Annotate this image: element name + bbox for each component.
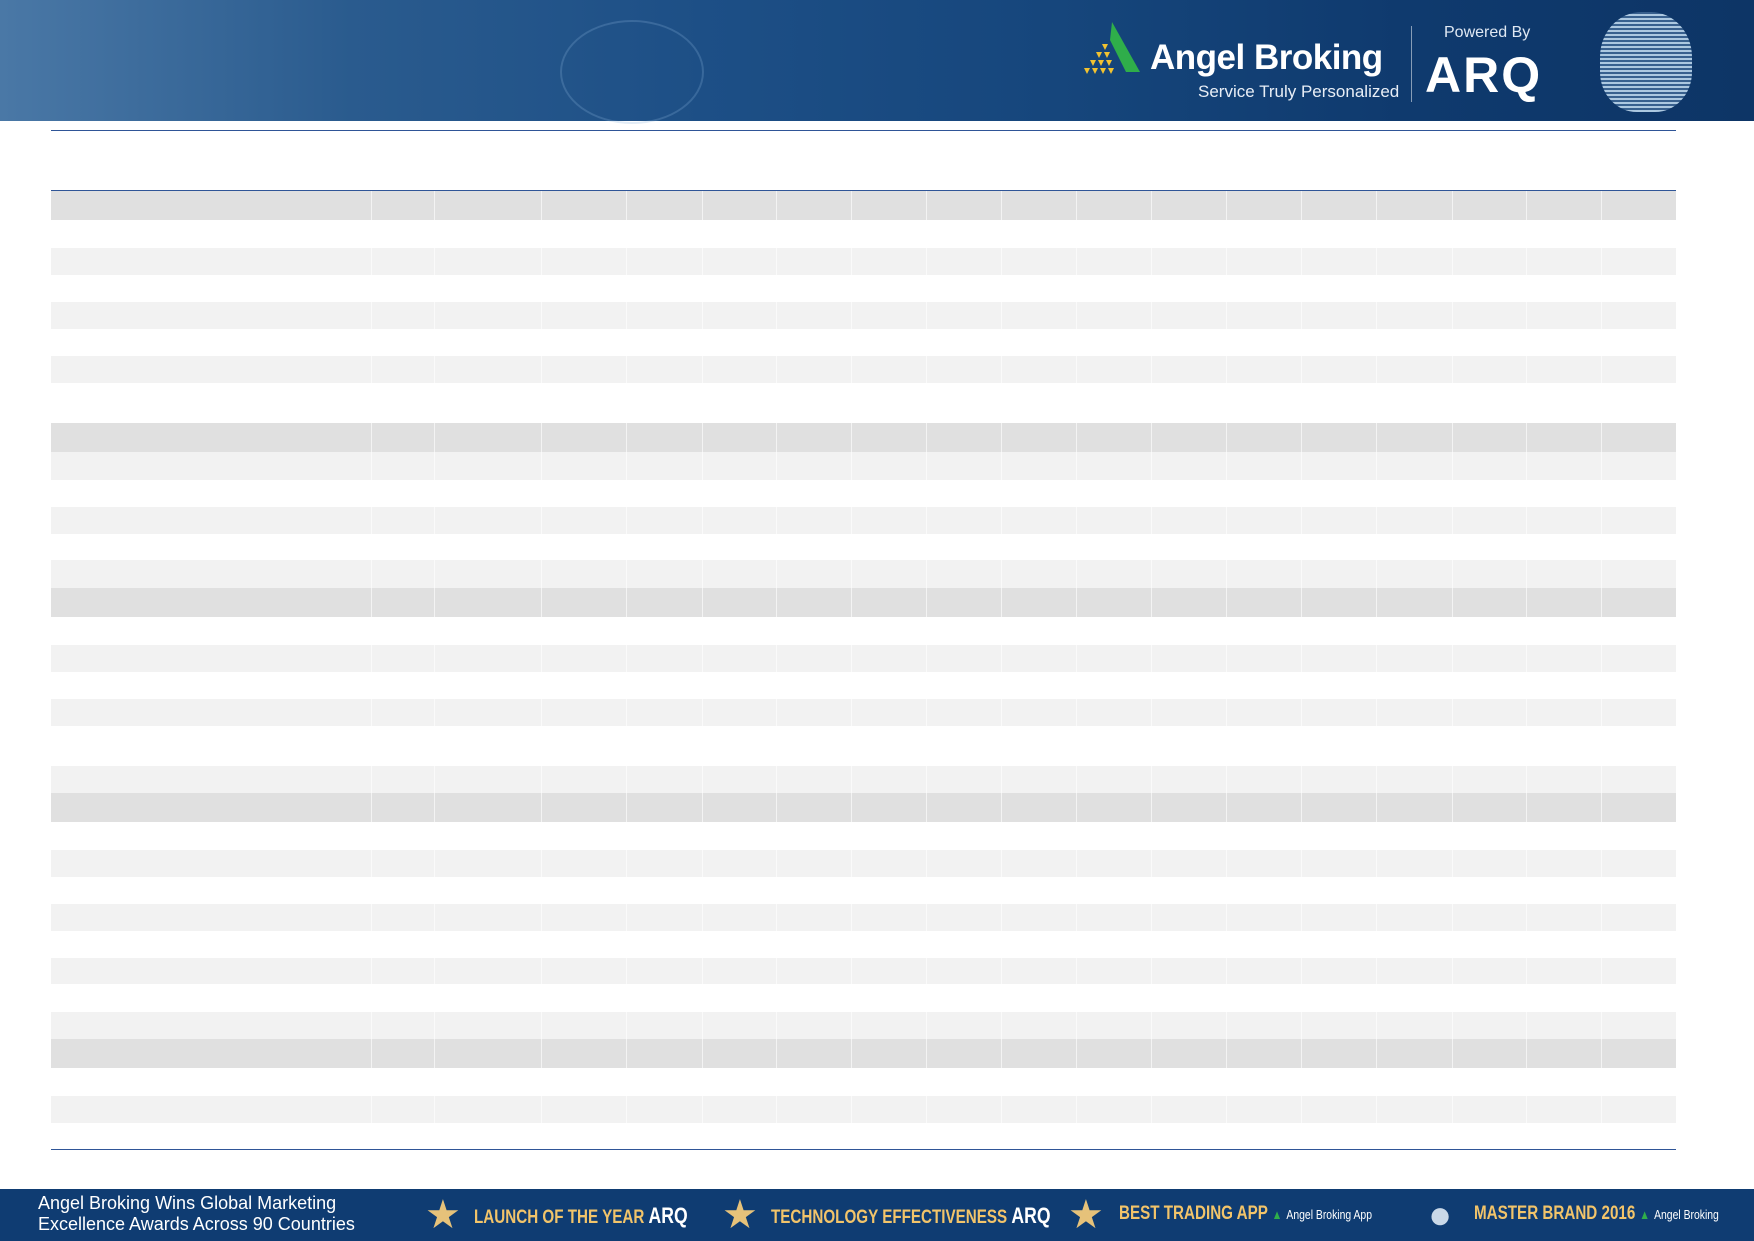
table-section-header-row [51, 588, 1676, 617]
award-brand: ARQ [648, 1203, 688, 1228]
table-section-header-row [51, 1039, 1676, 1068]
digital-head-image [1600, 12, 1692, 112]
table-row [51, 248, 1676, 275]
table-row [51, 1123, 1676, 1149]
column-divider [851, 191, 852, 1149]
column-divider [926, 191, 927, 1149]
table-row [51, 1068, 1676, 1096]
column-divider [1376, 191, 1377, 1149]
table-row [51, 931, 1676, 958]
column-divider [626, 191, 627, 1149]
table-row [51, 534, 1676, 560]
data-table [51, 191, 1676, 1149]
award-title: TECHNOLOGY EFFECTIVENESS [771, 1207, 1008, 1228]
column-divider [1226, 191, 1227, 1149]
divider [1411, 26, 1412, 102]
awards-headline-line1: Angel Broking Wins Global Marketing [38, 1193, 337, 1213]
brand-name: Angel Broking [1150, 38, 1383, 77]
award-brand: ARQ [1011, 1203, 1051, 1228]
table-row [51, 220, 1676, 248]
column-divider [434, 191, 435, 1149]
award-title: BEST TRADING APP [1119, 1203, 1268, 1224]
table-row [51, 958, 1676, 984]
column-divider [702, 191, 703, 1149]
table-row [51, 766, 1676, 793]
award-best-trading-app: BEST TRADING APP ▲ Angel Broking App [1119, 1203, 1372, 1225]
footer-awards-banner: Angel Broking Wins Global Marketing Exce… [0, 1189, 1754, 1241]
awards-headline-line2: Excellence Awards Across 90 Countries [38, 1214, 355, 1234]
table-row [51, 877, 1676, 904]
column-divider [1526, 191, 1527, 1149]
column-divider [1301, 191, 1302, 1149]
award-sub: Angel Broking [1654, 1207, 1719, 1222]
award-title: MASTER BRAND 2016 [1474, 1203, 1636, 1224]
award-launch-of-the-year: LAUNCH OF THE YEAR ARQ [474, 1203, 688, 1229]
award-sub: Angel Broking App [1286, 1207, 1372, 1222]
column-divider [541, 191, 542, 1149]
table-row [51, 383, 1676, 423]
table-row [51, 1096, 1676, 1123]
table-row [51, 302, 1676, 329]
column-divider [776, 191, 777, 1149]
column-divider [1076, 191, 1077, 1149]
awards-headline: Angel Broking Wins Global Marketing Exce… [38, 1193, 355, 1235]
table-row [51, 480, 1676, 507]
table-row [51, 984, 1676, 1012]
column-divider [1452, 191, 1453, 1149]
angel-broking-logo-icon [1084, 22, 1140, 74]
table-section-header-row [51, 423, 1676, 452]
decorative-circle [560, 20, 704, 124]
table-row [51, 645, 1676, 672]
table-row [51, 822, 1676, 850]
top-rule [51, 130, 1676, 131]
header-banner: Angel Broking Service Truly Personalized… [0, 0, 1754, 124]
globe-trophy-icon: ● [1428, 1193, 1453, 1237]
angel-logo-icon: ▲ [1271, 1207, 1283, 1222]
table-row [51, 329, 1676, 356]
table-row [51, 726, 1676, 766]
column-divider [1601, 191, 1602, 1149]
star-trophy-icon: ★ [722, 1193, 758, 1237]
award-title: LAUNCH OF THE YEAR [474, 1207, 645, 1228]
award-master-brand: MASTER BRAND 2016 ▲ Angel Broking [1474, 1203, 1719, 1225]
star-trophy-icon: ★ [425, 1193, 461, 1237]
table-row [51, 672, 1676, 699]
table-section-header-row [51, 191, 1676, 220]
table-row [51, 699, 1676, 726]
table-row [51, 452, 1676, 480]
table-row [51, 617, 1676, 645]
column-divider [1151, 191, 1152, 1149]
arq-logo: ARQ [1425, 47, 1543, 103]
table-row [51, 850, 1676, 877]
brand-tagline: Service Truly Personalized [1198, 82, 1400, 101]
award-technology-effectiveness: TECHNOLOGY EFFECTIVENESS ARQ [771, 1203, 1051, 1229]
table-row [51, 1012, 1676, 1039]
table-row [51, 356, 1676, 383]
column-divider [371, 191, 372, 1149]
table-row [51, 507, 1676, 534]
table-bottom-rule [51, 1149, 1676, 1150]
powered-by-label: Powered By [1444, 24, 1531, 41]
table-section-header-row [51, 793, 1676, 822]
angel-logo-icon: ▲ [1639, 1207, 1650, 1222]
table-row [51, 560, 1676, 588]
table-row [51, 904, 1676, 931]
star-trophy-icon: ★ [1068, 1193, 1104, 1237]
table-row [51, 275, 1676, 302]
column-divider [1001, 191, 1002, 1149]
